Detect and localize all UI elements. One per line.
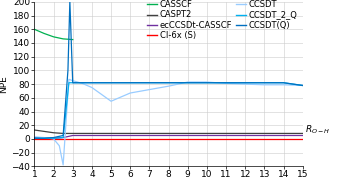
Text: $R_{O-H}$: $R_{O-H}$ <box>305 124 331 136</box>
Y-axis label: NPE: NPE <box>0 75 9 93</box>
Legend: CASSCF, CASPT2, ecCCSDt-CASSCF, CI-6x (S), CCSDT, CCSDT_2_Q, CCSDT(Q): CASSCF, CASPT2, ecCCSDt-CASSCF, CI-6x (S… <box>147 0 298 40</box>
